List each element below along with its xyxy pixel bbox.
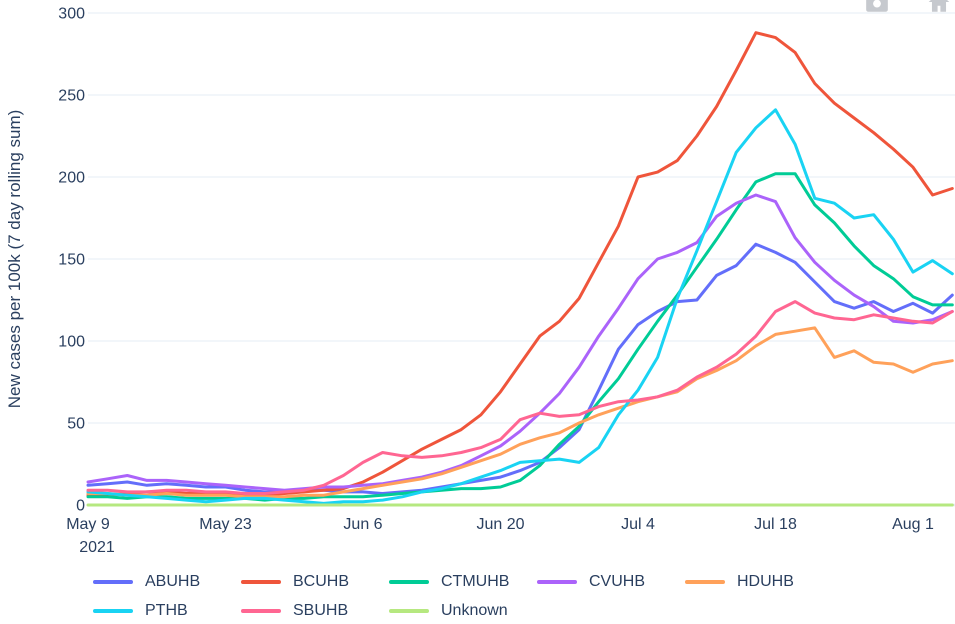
y-tick-label: 250 [58,88,85,105]
legend-item-abuhb[interactable]: ABUHB [93,567,241,596]
legend-item-cvuhb[interactable]: CVUHB [537,567,685,596]
legend-label: HDUHB [737,572,794,590]
x-axis-tick-labels: May 9 2021 May 23 Jun 6 Jun 20 Jul 4 Jul 18 Aug… [66,516,934,556]
x-tick-label: Jun 20 [476,516,524,533]
legend-label: SBUHB [293,601,349,619]
plot-area[interactable]: 0 50 100 150 200 250 300 May 9 2021 May 23 Jun 6 J… [0,0,955,560]
legend-swatch [93,608,133,613]
y-tick-label: 0 [76,498,85,515]
legend-label: ABUHB [145,572,201,590]
download-plot-button[interactable] [863,0,891,15]
legend-label: Unknown [441,601,508,619]
series-line-cvuhb[interactable] [86,193,954,492]
modebar [863,0,953,15]
y-tick-label: 300 [58,6,85,23]
x-tick-label: Aug 1 [892,516,934,533]
legend-swatch [241,579,281,584]
legend-label: CTMUHB [441,572,510,590]
legend-swatch [389,608,429,613]
legend-item-sbuhb[interactable]: SBUHB [241,596,389,624]
y-tick-label: 150 [58,252,85,269]
legend-item-hduhb[interactable]: HDUHB [685,567,833,596]
series-line-bcuhb[interactable] [86,31,954,497]
legend-swatch [241,608,281,613]
y-axis-tick-labels: 0 50 100 150 200 250 300 [58,6,85,515]
x-tick-label: Jul 4 [621,516,655,533]
legend-item-bcuhb[interactable]: BCUHB [241,567,389,596]
y-tick-label: 200 [58,170,85,187]
legend-swatch [389,579,429,584]
x-tick-label: Jun 6 [343,516,382,533]
x-tick-label: May 9 [66,516,110,533]
legend-item-unknown[interactable]: Unknown [389,596,537,624]
legend-item-ctmuhb[interactable]: CTMUHB [389,567,537,596]
legend-swatch [537,579,577,584]
legend-swatch [93,579,133,584]
legend-label: BCUHB [293,572,350,590]
x-tick-sublabel: 2021 [79,539,115,556]
y-tick-label: 100 [58,334,85,351]
series-line-pthb[interactable] [86,108,954,505]
legend: ABUHB BCUHB CTMUHB CVUHB HDUHB PTHB SBUHB Unkno… [93,567,883,624]
series-line-abuhb[interactable] [86,242,954,495]
camera-icon [866,0,888,12]
reset-axes-button[interactable] [925,0,953,15]
series-line-hduhb[interactable] [86,326,954,499]
series-line-ctmuhb[interactable] [86,172,954,502]
home-icon [928,0,950,12]
legend-label: PTHB [145,601,188,619]
x-tick-label: May 23 [199,516,252,533]
series-line-sbuhb[interactable] [86,300,954,495]
x-tick-label: Jul 18 [754,516,797,533]
legend-swatch [685,579,725,584]
legend-label: CVUHB [589,572,646,590]
y-tick-label: 50 [67,416,85,433]
legend-item-pthb[interactable]: PTHB [93,596,241,624]
y-axis-title: New cases per 100k (7 day rolling sum) [5,110,24,409]
